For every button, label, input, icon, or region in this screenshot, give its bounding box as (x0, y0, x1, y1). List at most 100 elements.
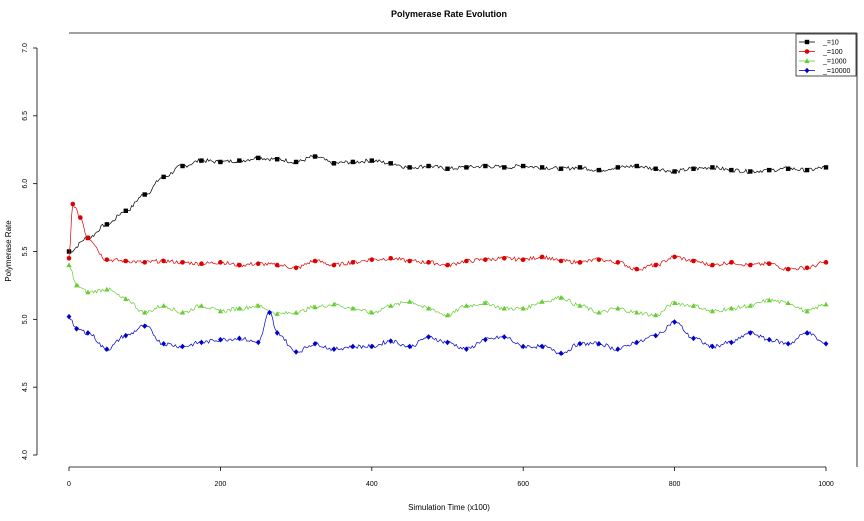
data-point (691, 166, 696, 171)
data-point (274, 330, 280, 336)
data-point (161, 258, 166, 264)
data-point (634, 309, 640, 315)
x-tick-label: 200 (215, 481, 227, 488)
data-point (445, 166, 450, 171)
data-point (104, 346, 110, 352)
data-point (709, 308, 716, 314)
data-point (483, 163, 488, 169)
data-point (388, 303, 394, 308)
data-point (520, 257, 526, 262)
y-tick-label: 5.5 (22, 247, 29, 257)
data-point (690, 303, 697, 308)
data-point (350, 260, 356, 265)
data-point (312, 304, 318, 310)
data-point (123, 258, 129, 264)
chart-title: Polymerase Rate Evolution (391, 9, 507, 19)
x-tick-label: 0 (67, 481, 71, 488)
data-point (85, 289, 91, 295)
legend-label: _=10000 (822, 68, 851, 75)
data-point (407, 258, 412, 264)
data-point (785, 300, 791, 306)
data-point (767, 167, 772, 173)
data-point (445, 339, 450, 346)
data-point (785, 266, 791, 272)
data-point (274, 157, 280, 162)
data-point (691, 258, 696, 264)
legend: _=10 _=100 _=1000 _=10000 (795, 33, 857, 77)
data-point (369, 158, 374, 163)
data-point (729, 260, 734, 265)
data-point (502, 165, 507, 170)
data-point (161, 340, 167, 347)
data-point (199, 261, 204, 267)
x-tick-label: 800 (669, 481, 681, 488)
data-point (236, 335, 242, 342)
data-point (558, 166, 564, 171)
data-point (464, 165, 469, 170)
data-point (198, 303, 205, 308)
data-point (331, 346, 337, 352)
data-point (66, 262, 72, 268)
legend-marker (804, 67, 810, 74)
data-point (823, 260, 829, 265)
data-point (388, 338, 394, 344)
data-point (217, 308, 223, 314)
data-point (445, 262, 450, 268)
data-point (766, 336, 772, 343)
data-point (199, 339, 204, 346)
data-point (748, 169, 753, 174)
y-axis-label: Polymerase Rate (4, 220, 13, 282)
y-tick-label: 6.0 (22, 179, 29, 189)
data-point (218, 159, 223, 165)
legend-marker (804, 39, 810, 45)
series-3 (66, 262, 829, 318)
data-point (293, 265, 299, 271)
y-axis-ticks: 4.0 4.5 5.0 5.5 6.0 6.5 7.0 (22, 43, 37, 460)
data-point (237, 158, 242, 163)
data-point (312, 154, 318, 159)
data-point (634, 339, 640, 346)
data-point (293, 349, 299, 355)
data-point (464, 258, 469, 264)
data-point (577, 260, 583, 265)
data-point (615, 260, 621, 265)
data-point (179, 309, 186, 315)
data-point (407, 343, 413, 350)
x-tick-label: 600 (517, 481, 529, 488)
data-point (350, 159, 356, 165)
data-point (142, 323, 148, 329)
y-tick-label: 6.5 (22, 111, 29, 121)
data-point (388, 161, 393, 166)
data-point (123, 208, 128, 213)
x-axis-ticks: 0 200 400 600 800 1000 (67, 467, 834, 488)
data-point (66, 313, 72, 320)
data-point (464, 346, 469, 352)
data-point (237, 262, 242, 268)
data-point (823, 340, 829, 347)
data-point (482, 300, 488, 306)
data-point (710, 343, 715, 350)
data-point (104, 257, 110, 262)
data-point (369, 309, 375, 315)
data-point (85, 330, 91, 336)
data-point (161, 303, 167, 308)
data-point (180, 260, 185, 265)
data-point (672, 319, 677, 325)
data-point (710, 262, 715, 268)
y-tick-label: 4.0 (22, 450, 29, 460)
data-point (180, 163, 185, 169)
data-point (293, 309, 299, 315)
data-point (407, 298, 413, 304)
data-point (653, 332, 659, 339)
data-point (804, 167, 810, 173)
data-point (425, 305, 432, 311)
data-point (729, 167, 734, 173)
data-point (672, 169, 677, 174)
data-point (558, 258, 564, 264)
x-tick-label: 400 (366, 481, 378, 488)
legend-marker (804, 58, 810, 63)
data-point (501, 334, 507, 340)
plot-frame (36, 32, 858, 468)
data-point (218, 336, 223, 343)
data-point (596, 167, 602, 173)
